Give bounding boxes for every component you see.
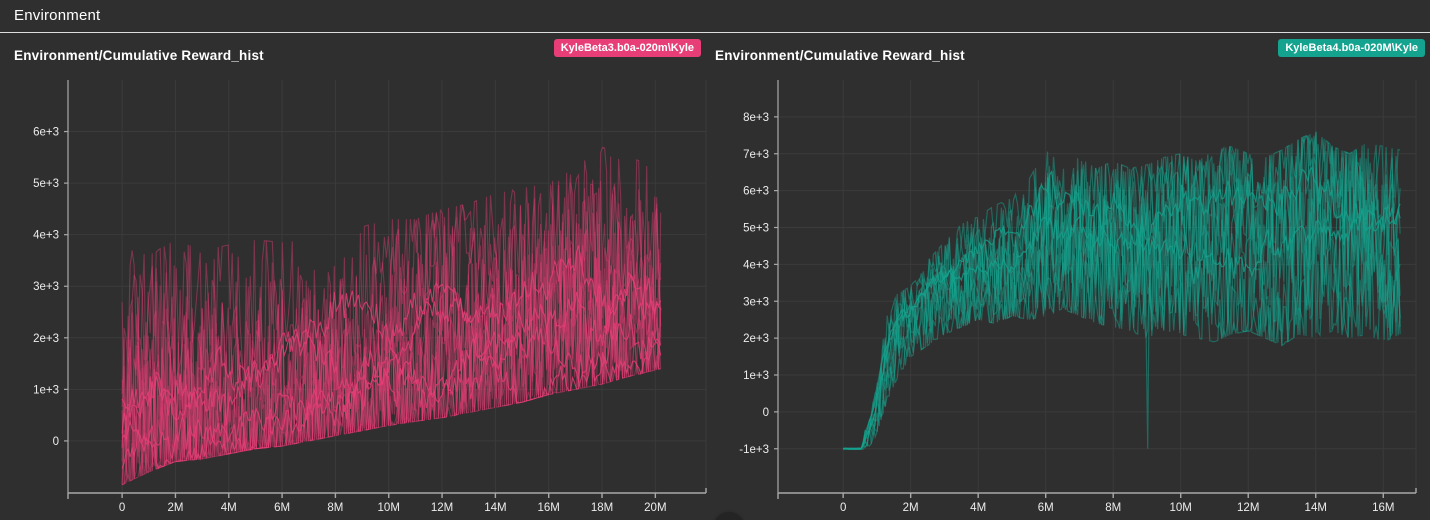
svg-text:6e+3: 6e+3 — [33, 127, 59, 139]
svg-text:2e+3: 2e+3 — [33, 333, 59, 345]
trace — [121, 224, 662, 486]
svg-text:0: 0 — [53, 436, 59, 448]
svg-text:10M: 10M — [1170, 502, 1192, 514]
trace — [121, 186, 662, 470]
trace — [121, 194, 662, 472]
svg-text:6e+3: 6e+3 — [743, 186, 769, 198]
svg-text:3e+3: 3e+3 — [743, 296, 769, 308]
svg-text:10M: 10M — [378, 502, 400, 514]
trace-bright — [843, 166, 1401, 450]
section-header: Environment — [0, 0, 1430, 33]
trace-bright — [121, 330, 662, 459]
series-traces — [121, 146, 662, 486]
svg-text:14M: 14M — [484, 502, 506, 514]
trace — [121, 216, 662, 486]
svg-text:0: 0 — [119, 502, 125, 514]
tick-labels: 0 2M 4M 6M 8M 10M 12M 14M 16M -1e+3 0 1e+3 2e+3 3e+3 4… — [739, 112, 1394, 514]
chart-card-left: Environment/Cumulative Reward_hist KyleB… — [0, 34, 712, 520]
svg-text:4M: 4M — [970, 502, 986, 514]
trace-bright — [843, 170, 1401, 450]
svg-text:7e+3: 7e+3 — [743, 149, 769, 161]
svg-text:5e+3: 5e+3 — [743, 223, 769, 235]
series-traces — [842, 131, 1401, 451]
svg-text:8M: 8M — [1105, 502, 1121, 514]
gridlines — [68, 80, 707, 493]
svg-text:6M: 6M — [274, 502, 290, 514]
svg-text:16M: 16M — [538, 502, 560, 514]
chart-card-right: Environment/Cumulative Reward_hist KyleB… — [712, 34, 1430, 520]
svg-text:3e+3: 3e+3 — [33, 281, 59, 293]
svg-text:4e+3: 4e+3 — [33, 230, 59, 242]
svg-text:0: 0 — [840, 502, 846, 514]
svg-text:2M: 2M — [903, 502, 919, 514]
chart-title: Environment/Cumulative Reward_hist — [715, 48, 965, 63]
svg-text:16M: 16M — [1372, 502, 1394, 514]
svg-text:5e+3: 5e+3 — [33, 178, 59, 190]
svg-text:2M: 2M — [167, 502, 183, 514]
chart-title: Environment/Cumulative Reward_hist — [14, 48, 264, 63]
trace — [121, 146, 662, 482]
svg-text:-1e+3: -1e+3 — [739, 444, 769, 456]
svg-text:1e+3: 1e+3 — [33, 384, 59, 396]
reward-histogram-chart-left[interactable]: 0 2M 4M 6M 8M 10M 12M 14M 16M 18M 20M 0 1e+3 2e+3 3e+3… — [0, 70, 712, 520]
trace-bright — [121, 271, 662, 470]
reward-histogram-chart-right[interactable]: 0 2M 4M 6M 8M 10M 12M 14M 16M -1e+3 0 1e+3 2e+3 3e+3 4… — [712, 70, 1430, 520]
svg-text:12M: 12M — [1237, 502, 1259, 514]
trace-bright — [121, 245, 662, 426]
axes — [774, 80, 1417, 499]
trace-bright — [121, 281, 662, 434]
trace — [121, 156, 662, 479]
section-title[interactable]: Environment — [14, 7, 101, 24]
legend-badge-run1[interactable]: KyleBeta3.b0a-020m\Kyle — [553, 39, 701, 57]
svg-text:0: 0 — [763, 407, 769, 419]
svg-text:4e+3: 4e+3 — [743, 259, 769, 271]
svg-text:14M: 14M — [1305, 502, 1327, 514]
legend-badge-run2[interactable]: KyleBeta4.b0a-020M\Kyle — [1278, 39, 1425, 57]
svg-text:4M: 4M — [221, 502, 237, 514]
tick-labels: 0 2M 4M 6M 8M 10M 12M 14M 16M 18M 20M 0 1e+3 2e+3 3e+3… — [33, 127, 666, 514]
trace — [121, 160, 662, 456]
svg-text:1e+3: 1e+3 — [743, 370, 769, 382]
svg-text:6M: 6M — [1038, 502, 1054, 514]
trace — [121, 180, 662, 485]
svg-text:8M: 8M — [327, 502, 343, 514]
svg-text:18M: 18M — [591, 502, 613, 514]
svg-text:8e+3: 8e+3 — [743, 112, 769, 124]
trace — [843, 135, 1401, 450]
scroll-fab[interactable] — [714, 512, 744, 520]
svg-text:2e+3: 2e+3 — [743, 333, 769, 345]
axes — [64, 80, 707, 499]
svg-text:12M: 12M — [431, 502, 453, 514]
svg-text:20M: 20M — [644, 502, 666, 514]
